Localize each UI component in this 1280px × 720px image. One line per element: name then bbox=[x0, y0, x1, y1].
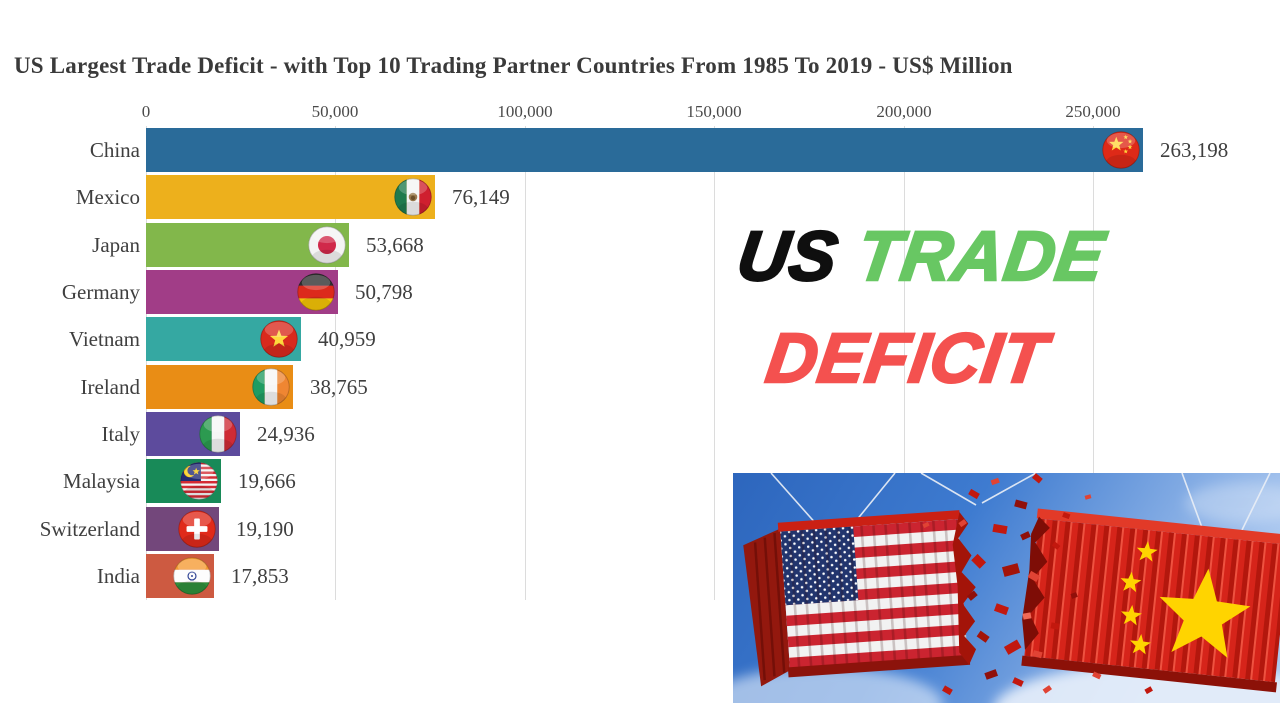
bar-india bbox=[146, 554, 214, 598]
bar-value-india: 17,853 bbox=[231, 564, 289, 588]
country-label-ireland: Ireland bbox=[80, 375, 140, 399]
country-label-india: India bbox=[96, 564, 140, 588]
bar-malaysia bbox=[146, 459, 221, 503]
bar-china bbox=[146, 128, 1143, 172]
vietnam-flag bbox=[260, 320, 298, 358]
bar-germany bbox=[146, 270, 338, 314]
country-label-mexico: Mexico bbox=[75, 185, 140, 209]
bar-value-china: 263,198 bbox=[1160, 138, 1229, 162]
x-tick-label: 250,000 bbox=[1065, 102, 1121, 121]
gridline-150,000 bbox=[714, 126, 715, 600]
country-label-germany: Germany bbox=[61, 280, 140, 304]
country-label-malaysia: Malaysia bbox=[63, 469, 140, 493]
bar-ireland bbox=[146, 365, 293, 409]
bar-italy bbox=[146, 412, 240, 456]
bar-value-malaysia: 19,666 bbox=[238, 469, 296, 493]
overlay-word-deficit: DEFICIT bbox=[760, 318, 1053, 399]
japan-flag-icon bbox=[308, 226, 346, 264]
country-label-japan: Japan bbox=[92, 233, 140, 257]
bar-switzerland bbox=[146, 507, 219, 551]
india-flag-icon bbox=[173, 557, 211, 595]
china-flag-container bbox=[1021, 508, 1280, 693]
small-star bbox=[1121, 604, 1142, 626]
bar-value-ireland: 38,765 bbox=[310, 375, 368, 399]
china-flag bbox=[1102, 131, 1140, 169]
gridline-250,000 bbox=[1093, 126, 1094, 600]
germany-flag-icon bbox=[297, 273, 335, 311]
bar-value-vietnam: 40,959 bbox=[318, 327, 376, 351]
us-flag-container bbox=[743, 510, 977, 687]
malaysia-flag-icon bbox=[180, 462, 218, 500]
gridline-0 bbox=[146, 126, 147, 600]
x-tick-label: 100,000 bbox=[497, 102, 553, 121]
us-china-containers-collision-image bbox=[733, 473, 1280, 703]
bar-vietnam bbox=[146, 317, 301, 361]
gridline-100,000 bbox=[525, 126, 526, 600]
country-label-china: China bbox=[89, 138, 140, 162]
gridline-50,000 bbox=[335, 126, 336, 600]
switzerland-flag-icon bbox=[178, 510, 216, 548]
small-star bbox=[1120, 571, 1142, 593]
bar-japan bbox=[146, 223, 349, 267]
italy-flag-icon bbox=[199, 415, 237, 453]
bar-value-germany: 50,798 bbox=[355, 280, 413, 304]
x-tick-label: 200,000 bbox=[876, 102, 932, 121]
ireland-flag bbox=[252, 368, 290, 406]
collision-debris bbox=[922, 473, 1153, 696]
overlay-word-us: US bbox=[732, 216, 845, 297]
mexico-flag bbox=[394, 178, 432, 216]
overlay-line1: US TRADE bbox=[720, 216, 1122, 297]
country-label-italy: Italy bbox=[101, 422, 140, 446]
x-tick-label: 150,000 bbox=[686, 102, 742, 121]
italy-flag bbox=[199, 415, 237, 453]
small-star bbox=[1136, 541, 1158, 562]
x-tick-label: 0 bbox=[141, 102, 151, 121]
overlay-word-trade: TRADE bbox=[851, 216, 1111, 297]
vietnam-flag-icon bbox=[260, 320, 298, 358]
cloud bbox=[733, 667, 943, 703]
bar-value-switzerland: 19,190 bbox=[236, 517, 294, 541]
chart-title: US Largest Trade Deficit - with Top 10 T… bbox=[14, 53, 1013, 78]
germany-flag bbox=[297, 273, 335, 311]
bar-value-mexico: 76,149 bbox=[452, 185, 510, 209]
big-star bbox=[1159, 568, 1251, 658]
switzerland-flag bbox=[178, 510, 216, 548]
bar-value-italy: 24,936 bbox=[257, 422, 315, 446]
malaysia-flag bbox=[180, 462, 218, 500]
ireland-flag-icon bbox=[252, 368, 290, 406]
x-tick-label: 50,000 bbox=[311, 102, 359, 121]
bar-value-japan: 53,668 bbox=[366, 233, 424, 257]
country-label-switzerland: Switzerland bbox=[39, 517, 140, 541]
india-flag bbox=[173, 557, 211, 595]
china-flag-icon bbox=[1102, 131, 1140, 169]
japan-flag bbox=[308, 226, 346, 264]
cloud bbox=[1185, 483, 1280, 523]
overlay-caption: US TRADE DEFICIT bbox=[706, 216, 1123, 399]
bar-mexico bbox=[146, 175, 435, 219]
mexico-flag-icon bbox=[394, 178, 432, 216]
country-label-vietnam: Vietnam bbox=[68, 327, 140, 351]
small-star bbox=[1130, 633, 1151, 655]
gridline-200,000 bbox=[904, 126, 905, 600]
